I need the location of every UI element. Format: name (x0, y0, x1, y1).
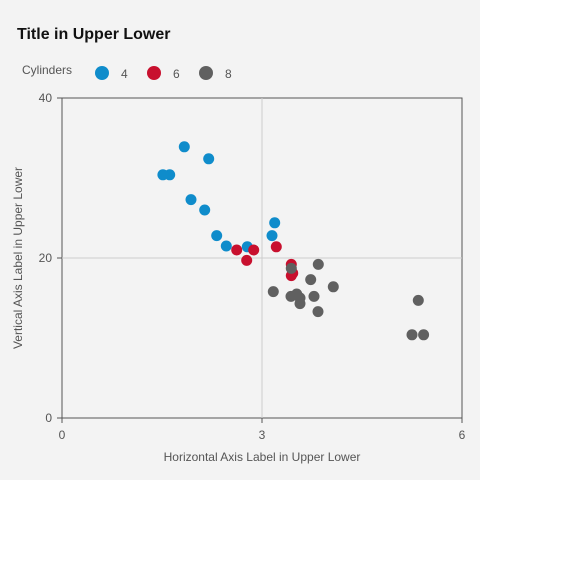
data-point-6[interactable] (241, 254, 253, 266)
data-point-8[interactable] (406, 329, 418, 341)
data-point-8[interactable] (412, 294, 424, 306)
legend-title: Cylinders (22, 63, 73, 77)
data-point-4[interactable] (211, 230, 223, 242)
x-tick-label: 0 (59, 428, 66, 442)
data-point-6[interactable] (231, 244, 243, 256)
y-tick-label: 40 (39, 91, 53, 105)
x-tick-label: 6 (459, 428, 466, 442)
data-point-4[interactable] (220, 240, 232, 252)
data-point-4[interactable] (269, 217, 281, 229)
y-tick-label: 20 (39, 251, 53, 265)
data-point-8[interactable] (327, 281, 339, 293)
data-point-6[interactable] (270, 241, 282, 253)
data-point-8[interactable] (294, 292, 306, 304)
y-axis-label: Vertical Axis Label in Upper Lower (11, 167, 25, 349)
data-point-4[interactable] (266, 230, 278, 242)
x-tick-label: 3 (259, 428, 266, 442)
legend-label-4: 4 (121, 67, 128, 81)
data-point-8[interactable] (305, 274, 317, 286)
data-point-4[interactable] (199, 204, 211, 216)
data-point-4[interactable] (185, 194, 197, 206)
data-point-4[interactable] (203, 153, 215, 165)
axis-ticks: 0 3 6 0 20 40 (39, 91, 466, 442)
y-tick-label: 0 (45, 411, 52, 425)
legend-label-8: 8 (225, 67, 232, 81)
data-point-8[interactable] (285, 290, 297, 302)
legend-swatch-6 (147, 66, 161, 80)
data-point-8[interactable] (267, 286, 279, 298)
scatter-plot: 0 3 6 0 20 40 Horizontal Axis Label in Upper … (11, 91, 466, 464)
data-point-4[interactable] (178, 141, 190, 153)
data-point-8[interactable] (312, 306, 324, 318)
data-point-8[interactable] (285, 262, 297, 274)
data-point-6[interactable] (248, 244, 260, 256)
data-point-4[interactable] (157, 169, 169, 181)
data-points (157, 141, 430, 341)
chart-title: Title in Upper Lower (17, 26, 171, 43)
legend-label-6: 6 (173, 67, 180, 81)
legend-swatch-4 (95, 66, 109, 80)
x-axis-label: Horizontal Axis Label in Upper Lower (164, 450, 361, 464)
data-point-8[interactable] (308, 290, 320, 302)
data-point-8[interactable] (418, 329, 430, 341)
chart-panel: Title in Upper Lower Cylinders 4 6 8 0 3 6… (0, 0, 480, 480)
data-point-8[interactable] (312, 258, 324, 270)
legend-swatch-8 (199, 66, 213, 80)
